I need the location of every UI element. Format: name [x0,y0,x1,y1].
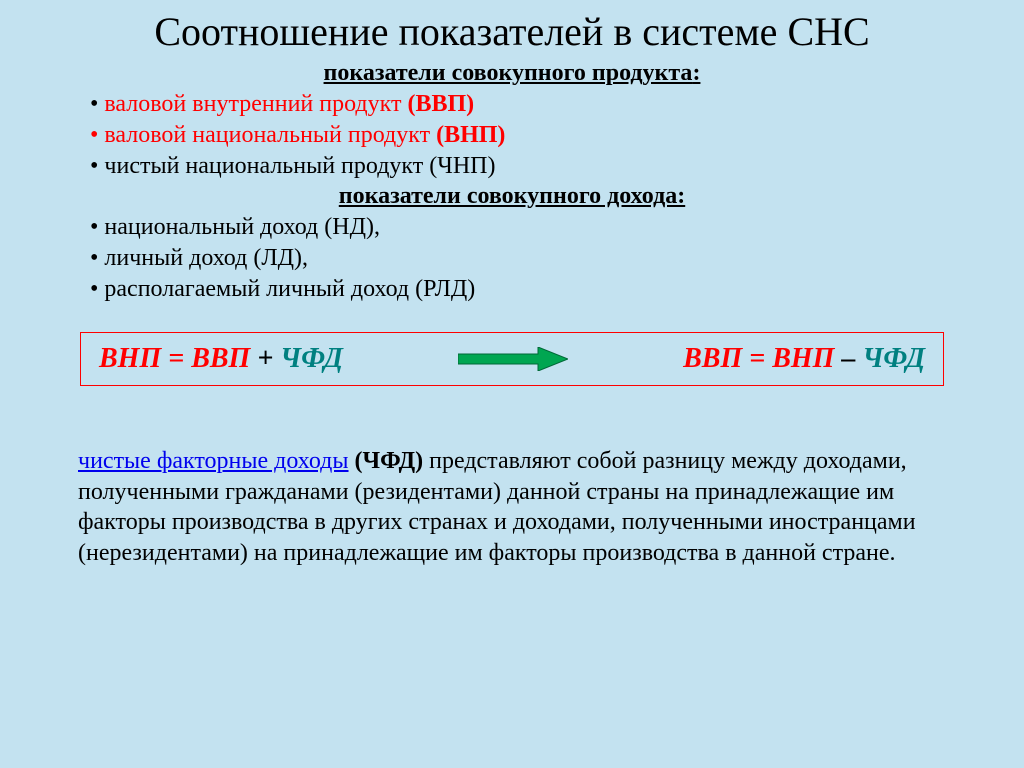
item-text: личный доход (ЛД), [104,245,308,271]
formula-op: + [250,343,280,374]
formula-box: ВНП = ВВП + ЧФД ВВП = ВНП – ЧФД [80,332,944,386]
bullet: • [90,91,104,117]
colon: : [692,60,700,86]
item-text: валовой внутренний продукт [104,91,407,117]
list-item: • национальный доход (НД), [90,212,944,242]
formula-lhs: ВНП = ВВП [99,343,250,374]
footer-link[interactable]: чистые факторные доходы [78,448,349,474]
item-abbr: (ВНП) [436,122,505,148]
formula-left: ВНП = ВВП + ЧФД [99,343,343,375]
formula-right: ВВП = ВНП – ЧФД [683,343,925,375]
product-heading-text: показатели совокупного продукта [324,60,693,86]
slide: Соотношение показателей в системе СНС по… [0,0,1024,768]
formula-lhs: ВВП = ВНП [683,343,834,374]
bullet: • [90,153,104,179]
list-item: • чистый национальный продукт (ЧНП) [90,151,944,181]
list-item: • валовой национальный продукт (ВНП) [90,120,944,150]
product-heading: показатели совокупного продукта: [40,60,984,87]
product-list: • валовой внутренний продукт (ВВП) • вал… [90,89,944,181]
bullet: • [90,245,104,271]
page-title: Соотношение показателей в системе СНС [40,10,984,54]
bullet: • [90,214,104,240]
formula-op: – [834,343,862,374]
formula-rhs: ЧФД [280,343,343,374]
income-heading: показатели совокупного дохода: [40,183,984,210]
formula-rhs: ЧФД [862,343,925,374]
footer-abbr: (ЧФД) [349,448,430,474]
list-item: • располагаемый личный доход (РЛД) [90,274,944,304]
item-abbr: (ВВП) [407,91,474,117]
arrow-icon [458,347,568,371]
list-item: • личный доход (ЛД), [90,243,944,273]
item-text: чистый национальный продукт (ЧНП) [104,153,495,179]
item-text: располагаемый личный доход (РЛД) [104,276,475,302]
list-item: • валовой внутренний продукт (ВВП) [90,89,944,119]
item-text: валовой национальный продукт [104,122,436,148]
bullet: • [90,122,104,148]
footer-paragraph: чистые факторные доходы (ЧФД) представля… [78,446,946,569]
bullet: • [90,276,104,302]
item-text: национальный доход (НД), [104,214,380,240]
income-list: • национальный доход (НД), • личный дохо… [90,212,944,304]
